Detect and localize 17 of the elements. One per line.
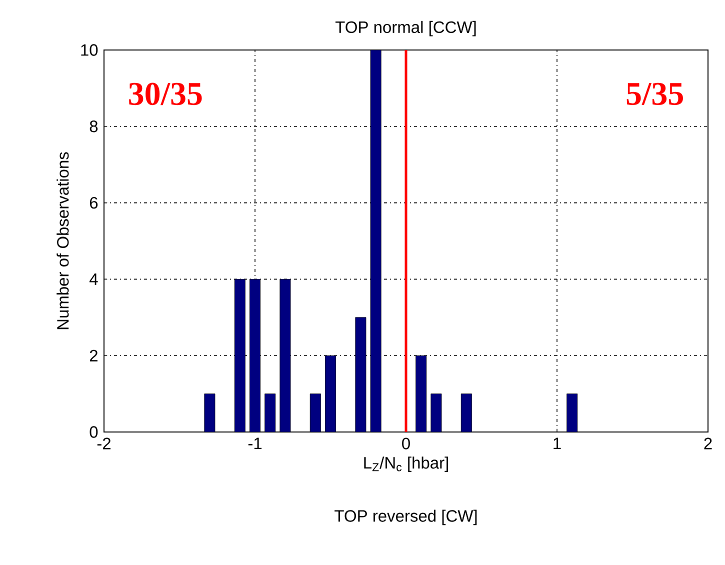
y-axis-title: Number of Observations — [56, 152, 69, 330]
y-tick-label: 2 — [90, 350, 98, 362]
y-tick-label: 6 — [90, 196, 98, 209]
x-tick-label: -1 — [248, 438, 262, 450]
annotation: 30/35 — [129, 82, 202, 106]
x-tick-label: 1 — [554, 438, 561, 450]
text: TOP reversed [CW] — [334, 510, 477, 526]
chart-title: TOP normal [CCW] — [335, 20, 476, 36]
x-tick-label: 0 — [402, 438, 410, 450]
x-axis-title: L$_{Z}$/N$_{c}$ [hbar] — [364, 456, 448, 472]
y-tick-label: 10 — [81, 44, 98, 56]
x-tick-label: -2 — [97, 438, 111, 450]
y-tick-label: 0 — [90, 426, 98, 438]
y-tick-label: 8 — [90, 120, 98, 132]
annotation: 5/35 — [626, 82, 683, 106]
y-tick-label: 4 — [90, 274, 98, 285]
x-tick-label: 2 — [704, 438, 712, 450]
